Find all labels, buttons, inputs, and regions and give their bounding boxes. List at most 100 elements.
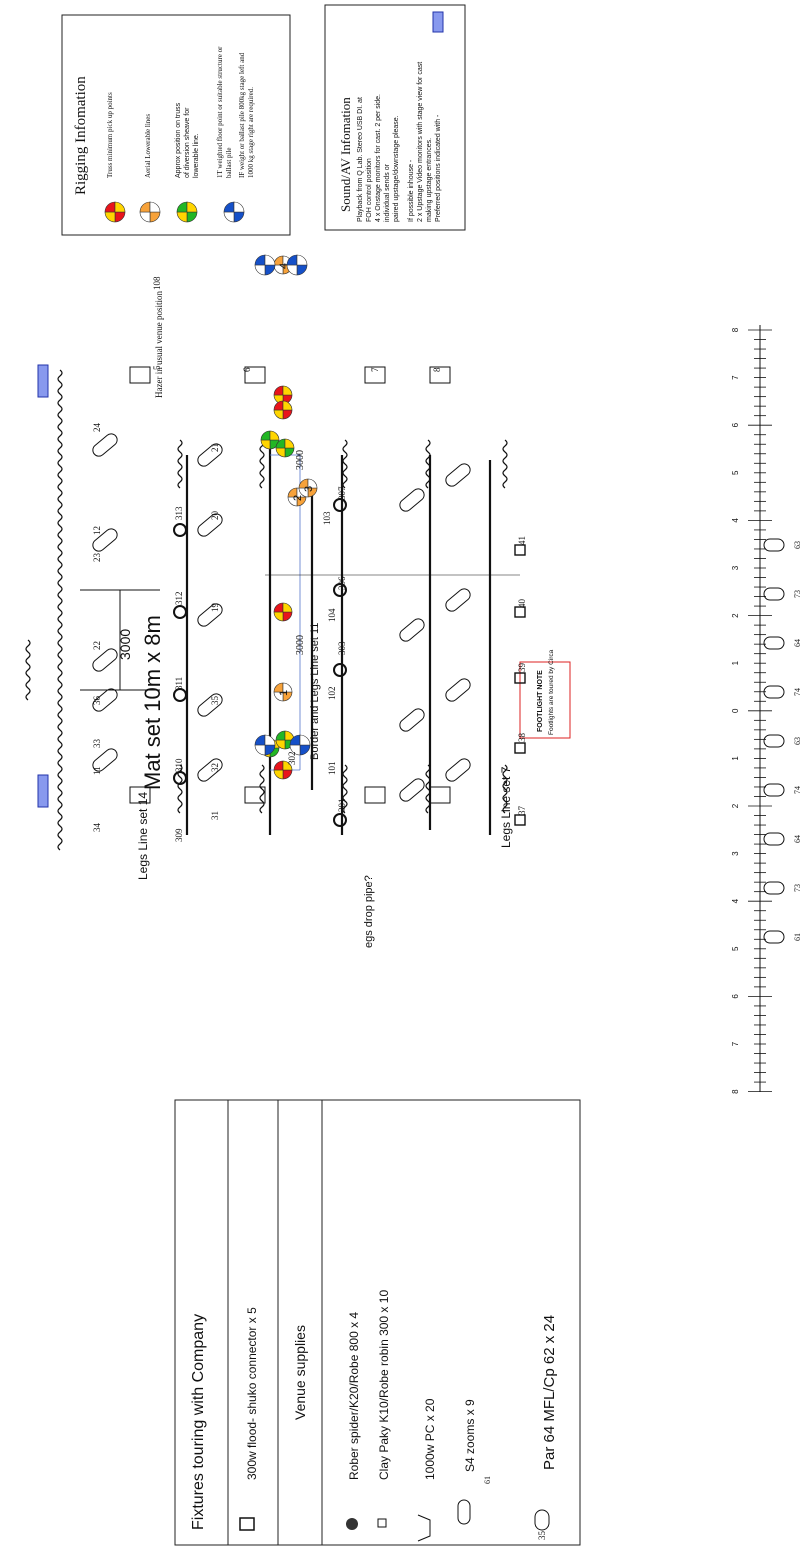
icon-sheave (186, 201, 198, 213)
rigging-item: 1000 kg stage right are required. (247, 87, 255, 178)
icon-sheave (176, 201, 188, 213)
channel-number: 108 (152, 276, 162, 290)
flood (514, 742, 526, 754)
footlight-fixture (763, 783, 785, 797)
icon-floor-point (233, 201, 245, 213)
channel-number: 21 (210, 443, 220, 452)
truss-point-label: 3 (303, 486, 315, 492)
boom (129, 786, 151, 804)
scale-label: 7 (731, 375, 740, 380)
flood (514, 672, 526, 684)
key-item: Rober spider/K20/Robe 800 x 4 (347, 1312, 361, 1480)
rigging-item: 1T weighted floor point or suitable stru… (216, 46, 224, 178)
leg-curtain (342, 764, 348, 814)
fixture-key-box (174, 1099, 581, 1546)
pickup-point (282, 409, 293, 420)
pickup-point (282, 400, 293, 411)
floor-point (254, 744, 266, 756)
pickup-point (273, 602, 284, 613)
sym-zoom (457, 1499, 471, 1525)
mover (173, 523, 187, 537)
leg-curtain (25, 639, 31, 701)
sym-flood (239, 1517, 255, 1531)
footlight-channel: 64 (793, 639, 802, 647)
plot-label: Mat set 10m x 8m (140, 615, 165, 790)
footlight-channel: 61 (793, 933, 802, 941)
scale-label: 8 (731, 327, 740, 332)
channel-number: 41 (517, 536, 527, 545)
flood (514, 606, 526, 618)
boom (364, 366, 386, 384)
channel-number: 302 (287, 752, 297, 766)
sheave (260, 439, 271, 450)
channel-number: 306 (337, 576, 347, 590)
key-item: 300w flood- shuko connector x 5 (245, 1307, 259, 1480)
channel-number: 11 (92, 766, 102, 775)
truss-point (307, 478, 318, 489)
leg-curtain (57, 369, 63, 851)
av-monitor (37, 774, 49, 808)
truss-point-label: 4 (278, 263, 290, 269)
sheave (284, 447, 295, 458)
channel-number: 23 (92, 553, 102, 563)
channel-number: 38 (517, 733, 527, 743)
sheave (260, 430, 271, 441)
floor-point (296, 254, 308, 266)
channel-number: 7 (370, 367, 380, 372)
channel-number: 31 (210, 811, 220, 820)
sound-line: 4 x Onstage monitors for cast. 2 per sid… (375, 94, 382, 222)
truss-point-label: 2 (292, 495, 304, 501)
icon-aerial (139, 201, 151, 213)
scale-label: 6 (731, 422, 740, 427)
floor-point (264, 264, 276, 276)
footlight-fixture (763, 636, 785, 650)
key-item: Clay Paky K10/Robe robin 300 x 10 (377, 1290, 391, 1480)
fixture (92, 433, 118, 457)
footlight-box (519, 661, 571, 739)
rigging-item: Approx position on truss (175, 102, 182, 178)
icon-sheave (186, 211, 198, 223)
sound-title: Sound/AV Infomation (338, 97, 353, 212)
icon-floor-point (223, 211, 235, 223)
key-item: 1000w PC x 20 (423, 1398, 437, 1480)
channel-number: 24 (92, 423, 102, 433)
pickup-point (282, 760, 293, 771)
boom (429, 366, 451, 384)
icon-floor-point (223, 201, 235, 213)
leg-curtain (502, 439, 508, 489)
plot-label: Legs Line set 7 (499, 766, 513, 848)
channel-number: 303 (337, 641, 347, 655)
pickup-point (282, 769, 293, 780)
floor-point (254, 264, 266, 276)
channel-number: 102 (327, 687, 337, 701)
channel-number: 301 (337, 799, 347, 813)
flood (514, 544, 526, 556)
icon-aerial (149, 211, 161, 223)
icon-floor-point (233, 211, 245, 223)
floor-point (286, 254, 298, 266)
plot-label: Hazer in usual venue position (154, 291, 164, 398)
channel-number: 32 (210, 763, 220, 772)
channel-number: 6 (242, 367, 252, 372)
fixture (197, 603, 223, 627)
rigging-item: of diversion sheave for (184, 107, 191, 178)
plot-label: Legs Line set 14 (136, 792, 150, 880)
truss-point-label: 1 (278, 690, 290, 696)
floor-point (296, 264, 308, 276)
key-title: Fixtures touring with Company (190, 1314, 207, 1530)
sound-line: 2 x Upstage Video monitors with stage vi… (417, 62, 424, 222)
fixture (399, 778, 425, 802)
fixture (399, 618, 425, 642)
av-monitor (37, 364, 49, 398)
boom (244, 366, 266, 384)
footlight-fixture (763, 881, 785, 895)
footlight-fixture (763, 832, 785, 846)
pickup-point (282, 385, 293, 396)
scale-label: 5 (731, 470, 740, 475)
leg-curtain (259, 764, 265, 814)
footlight-channel: 73 (793, 590, 802, 598)
footlight-fixture (763, 685, 785, 699)
leg-curtain (342, 439, 348, 489)
boom (429, 786, 451, 804)
channel-number: 5 (152, 365, 162, 370)
